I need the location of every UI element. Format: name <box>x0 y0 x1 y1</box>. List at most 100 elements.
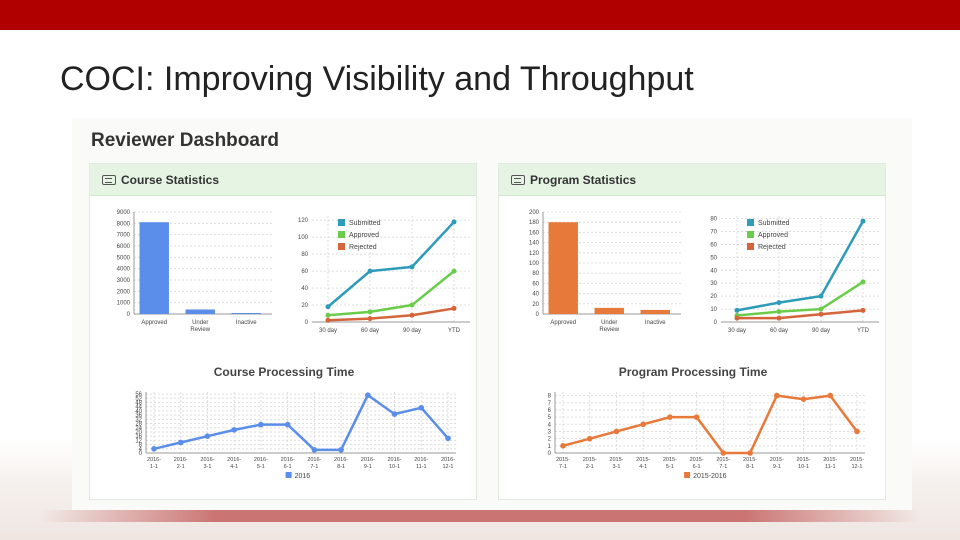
x-tick-label: 2-1 <box>177 464 185 470</box>
data-point <box>177 439 184 446</box>
y-tick-label: 30 <box>710 281 717 287</box>
data-point <box>774 392 780 399</box>
x-tick-label: 2016- <box>254 457 268 463</box>
data-point <box>827 392 834 399</box>
x-tick-label: 2016- <box>307 457 321 463</box>
series-line <box>736 280 864 317</box>
legend-swatch <box>285 472 292 478</box>
y-tick-label: 100 <box>529 261 540 267</box>
legend-swatch <box>747 219 754 226</box>
course-trend-chart: 0 20 40 60 80 100 120 30 day 60 day 90 day YTD Subm… <box>298 216 470 334</box>
x-tick-label: 11-1 <box>416 464 427 470</box>
y-tick-label: 80 <box>710 217 717 223</box>
x-tick-label: 7-1 <box>559 464 567 470</box>
y-tick-label: 1 <box>548 444 552 450</box>
legend-swatch <box>338 231 345 238</box>
x-tick-label: 2-1 <box>586 464 594 470</box>
y-tick-label: 2 <box>548 437 552 443</box>
data-point <box>451 219 457 225</box>
data-point <box>367 268 373 274</box>
x-tick-label: 5-1 <box>257 464 265 470</box>
x-tick-label: 1-1 <box>150 464 158 470</box>
bar <box>640 309 670 314</box>
data-point <box>818 306 824 312</box>
x-tick-label: 60 day <box>361 328 379 334</box>
y-tick-label: 40 <box>301 286 308 292</box>
data-point <box>325 304 331 310</box>
legend-label: Approved <box>349 232 379 239</box>
dashboard-screenshot: Reviewer Dashboard Course Statistics 0 10… <box>72 118 912 510</box>
y-tick-label: 40 <box>135 409 142 415</box>
legend-label: Approved <box>758 232 788 239</box>
x-tick-label: 30 day <box>728 328 746 334</box>
x-tick-label: 5-1 <box>666 464 674 470</box>
y-tick-label: 8 <box>548 394 552 400</box>
y-tick-label: 6000 <box>117 244 131 250</box>
y-tick-label: 9000 <box>117 210 131 216</box>
data-point <box>367 316 373 322</box>
x-tick-label: 2015- <box>556 457 570 463</box>
decor-stripe <box>40 510 920 522</box>
x-tick-label: 2015- <box>823 457 837 463</box>
x-tick-label: 8-1 <box>337 464 345 470</box>
y-tick-label: 7000 <box>117 233 131 239</box>
chart-title: Program Processing Time <box>619 365 768 379</box>
panel-header: Program Statistics <box>499 164 885 196</box>
y-tick-label: 56 <box>135 392 142 398</box>
y-tick-label: 120 <box>298 218 309 224</box>
bar <box>231 313 261 314</box>
y-tick-label: 28 <box>135 422 142 428</box>
x-tick-label: YTD <box>448 328 461 334</box>
data-point <box>451 305 457 311</box>
y-tick-label: 0 <box>139 451 143 457</box>
chart-title: Course Processing Time <box>214 365 355 379</box>
y-tick-label: 70 <box>710 230 717 236</box>
series-line <box>327 221 455 308</box>
x-tick-label: Approved <box>141 320 167 326</box>
data-point <box>258 421 264 428</box>
data-point <box>325 317 331 323</box>
series-line <box>153 393 449 452</box>
x-tick-label: Inactive <box>645 320 666 326</box>
data-point <box>451 268 457 274</box>
x-tick-label: 2016- <box>147 457 161 463</box>
program-status-chart: 0 20 40 60 80 100 120 140 160 180 200 Approved Under… <box>529 210 681 333</box>
data-point <box>409 312 415 318</box>
bar <box>139 222 169 314</box>
legend-label: Rejected <box>349 244 377 251</box>
y-tick-label: 12 <box>135 438 142 444</box>
legend-label: 2015-2016 <box>693 473 727 480</box>
x-tick-label: 2015- <box>583 457 597 463</box>
data-point <box>854 428 860 435</box>
data-point <box>586 435 593 442</box>
data-point <box>391 411 398 417</box>
header-bar <box>0 0 960 30</box>
y-tick-label: 60 <box>710 242 717 248</box>
y-tick-label: 0 <box>536 312 540 318</box>
y-tick-label: 5 <box>548 415 552 421</box>
data-point <box>367 309 373 315</box>
y-tick-label: 80 <box>301 252 308 258</box>
x-tick-label: 12-1 <box>851 464 862 470</box>
data-point <box>776 300 782 306</box>
x-tick-label: 2016- <box>361 457 375 463</box>
y-tick-label: 48 <box>135 401 142 407</box>
x-tick-label: 2016- <box>441 457 455 463</box>
y-tick-label: 5000 <box>117 255 131 261</box>
data-point <box>151 445 157 452</box>
y-tick-label: 0 <box>548 451 552 457</box>
x-tick-label: 10-1 <box>798 464 809 470</box>
y-tick-label: 3000 <box>117 278 131 284</box>
series-line <box>327 270 455 317</box>
y-tick-label: 180 <box>529 220 540 226</box>
x-tick-label: 4-1 <box>230 464 238 470</box>
legend-label: 2016 <box>295 473 311 480</box>
course-processing-chart: Course Processing Time048121620242832364… <box>135 365 456 480</box>
x-tick-label: Review <box>599 327 619 333</box>
x-tick-label: 2016- <box>200 457 214 463</box>
x-tick-label: 90 day <box>403 328 421 334</box>
y-tick-label: 40 <box>710 268 717 274</box>
panel-title: Program Statistics <box>530 172 637 187</box>
x-tick-label: 2015- <box>850 457 864 463</box>
data-point <box>445 435 451 442</box>
